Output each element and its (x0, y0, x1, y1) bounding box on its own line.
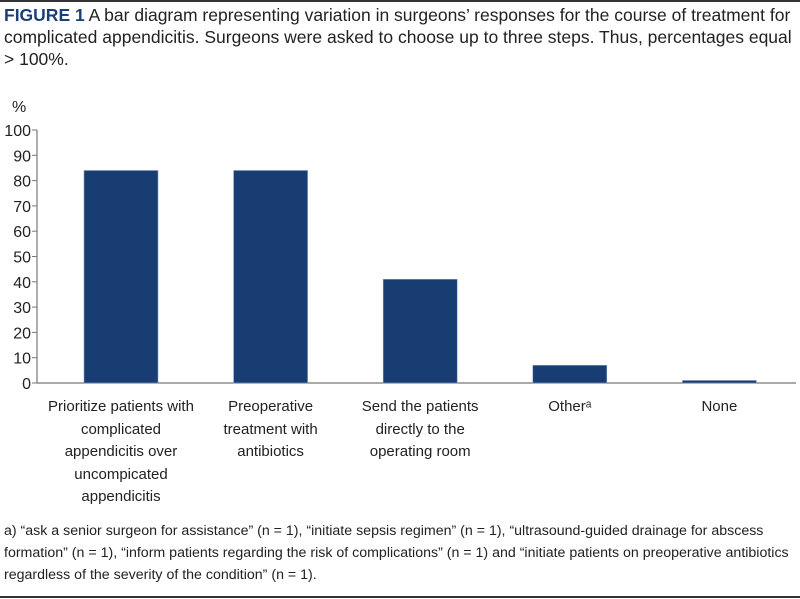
y-tick-label: 20 (13, 325, 31, 342)
y-tick-label: 10 (13, 351, 31, 368)
y-tick-label: 50 (13, 250, 31, 267)
y-tick-label: 70 (13, 199, 31, 216)
y-axis-label: % (12, 99, 26, 116)
footnote: a) “ask a senior surgeon for assistance”… (4, 523, 789, 583)
y-tick-label: 60 (13, 224, 31, 241)
bottom-rule (0, 596, 800, 598)
y-tick-label: 80 (13, 174, 31, 191)
bar (682, 380, 757, 384)
x-category-label: None (701, 398, 738, 415)
figure-caption: FIGURE 1 A bar diagram representing vari… (4, 4, 799, 70)
y-tick-label: 40 (13, 275, 31, 292)
x-category-label: Preoperative treatment with antibiotics (223, 398, 318, 460)
bar (233, 170, 308, 384)
y-tick-label: 30 (13, 300, 31, 317)
bar (382, 278, 458, 384)
x-category-label: Otherᵃ (548, 398, 592, 415)
y-tick-label: 90 (13, 148, 31, 165)
top-rule (0, 0, 800, 2)
y-tick-label: 100 (4, 123, 31, 140)
figure-label: FIGURE 1 (4, 5, 85, 25)
x-category-label: Send the patients directly to the operat… (361, 398, 479, 460)
y-tick-label: 0 (22, 376, 31, 393)
bar (532, 364, 608, 384)
caption-text: A bar diagram representing variation in … (4, 5, 792, 69)
x-category-label: Prioritize patients with complicated app… (48, 398, 194, 505)
bar (83, 170, 159, 384)
